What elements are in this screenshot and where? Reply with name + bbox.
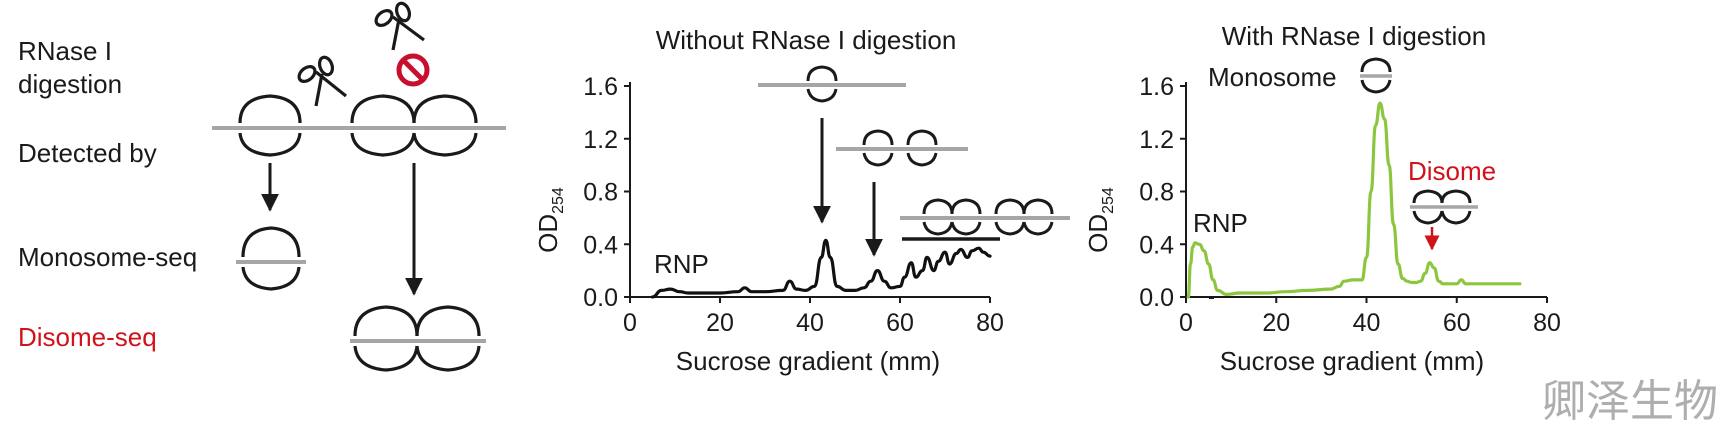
ribosome-icon xyxy=(238,94,302,157)
watermark: 卿泽生物 xyxy=(1542,376,1718,427)
x-tick-label: 20 xyxy=(1262,309,1290,337)
scissors-icon xyxy=(374,1,425,51)
x-tick-label: 0 xyxy=(623,309,637,337)
x-tick-label: 60 xyxy=(886,309,914,337)
y-tick-label: 0.0 xyxy=(1139,284,1174,312)
y-tick-label: 1.6 xyxy=(1139,73,1174,101)
disome-seq-label: Disome-seq xyxy=(18,322,157,352)
y-tick-label: 1.6 xyxy=(583,73,618,101)
monosome-annotation xyxy=(758,65,906,224)
x-tick-label: 40 xyxy=(1353,309,1381,337)
rnp-annotation: RNP xyxy=(1193,208,1248,238)
x-tick-label: 60 xyxy=(1443,309,1471,337)
polysome-annotation xyxy=(900,198,1070,241)
y-axis-label: OD254 xyxy=(1083,187,1117,253)
disome-icon xyxy=(1410,189,1478,225)
monosome-icon xyxy=(1360,57,1392,94)
x-axis-label: Sucrose gradient (mm) xyxy=(676,346,940,376)
schematic-panel: RNase I digestion Detected by Monosome-s… xyxy=(18,1,506,372)
no-entry-icon xyxy=(396,53,430,87)
disome-annotation: Disome xyxy=(1408,156,1496,186)
y-axis-label: OD254 xyxy=(533,187,567,253)
chart-without-rnase: Without RNase I digestion Sucrose gradie… xyxy=(533,25,1070,376)
rnp-annotation: RNP xyxy=(654,249,709,279)
rnase-label-line2: digestion xyxy=(18,69,122,99)
chart-title: Without RNase I digestion xyxy=(656,25,957,55)
x-tick-label: 80 xyxy=(976,309,1004,337)
y-tick-label: 0.4 xyxy=(583,231,618,259)
chart-with-rnase: With RNase I digestion Sucrose gradient … xyxy=(1083,21,1561,376)
scissors-icon xyxy=(297,55,347,107)
ribosome-icon xyxy=(241,226,301,291)
x-tick-label: 20 xyxy=(706,309,734,337)
y-tick-label: 0.4 xyxy=(1139,231,1174,259)
x-tick-label: 80 xyxy=(1533,309,1561,337)
x-axis-label: Sucrose gradient (mm) xyxy=(1220,346,1484,376)
y-tick-label: 1.2 xyxy=(583,126,618,154)
x-tick-label: 40 xyxy=(796,309,824,337)
chart-title: With RNase I digestion xyxy=(1222,21,1486,51)
detected-by-label: Detected by xyxy=(18,138,157,168)
monosome-seq-label: Monosome-seq xyxy=(18,242,197,272)
disome-icon xyxy=(353,305,481,372)
disome-annotation xyxy=(836,129,968,257)
y-tick-label: 0.8 xyxy=(1139,179,1174,207)
x-tick-label: 0 xyxy=(1179,309,1193,337)
monosome-annotation: Monosome xyxy=(1208,62,1337,92)
disome-icon xyxy=(350,94,478,157)
series-line-od254 xyxy=(1186,101,1522,299)
rnase-label-line1: RNase I xyxy=(18,36,112,66)
series-line-od254 xyxy=(650,238,992,299)
y-tick-label: 0.0 xyxy=(583,284,618,312)
y-tick-label: 0.8 xyxy=(583,179,618,207)
y-tick-label: 1.2 xyxy=(1139,126,1174,154)
